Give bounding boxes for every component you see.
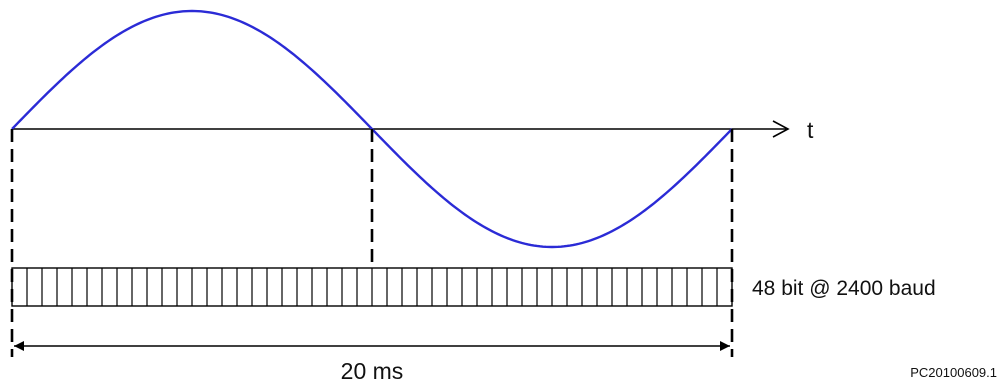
axis-label-t: t xyxy=(807,117,814,143)
bit-frame xyxy=(11,267,733,307)
time-axis-arrowhead xyxy=(772,120,790,138)
figure-reference: PC20100609.1 xyxy=(910,365,997,380)
bit-rate-label: 48 bit @ 2400 baud xyxy=(752,277,936,300)
duration-label: 20 ms xyxy=(341,358,404,384)
